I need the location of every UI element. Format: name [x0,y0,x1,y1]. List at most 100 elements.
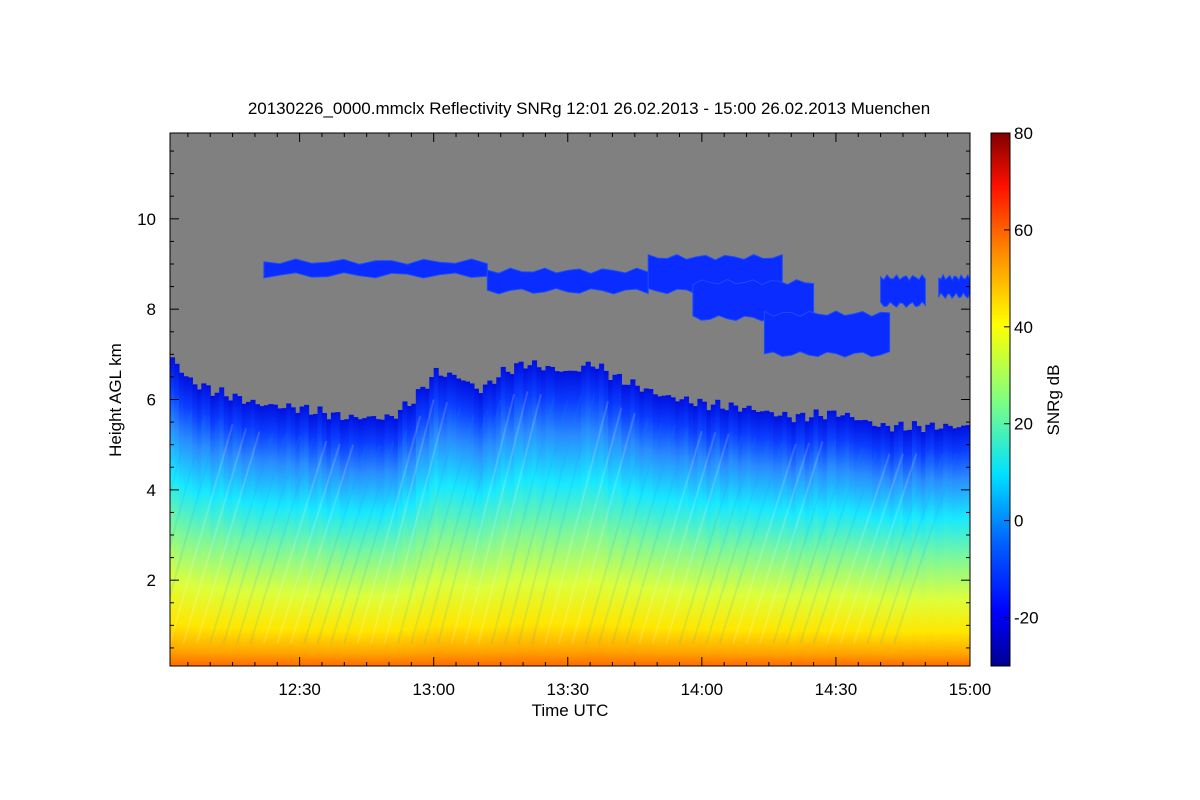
echo-column [826,410,833,666]
fall-streak [826,453,891,644]
echo-column [299,406,305,666]
echo-column [178,372,185,666]
echo-column [339,419,345,666]
echo-column [210,395,216,666]
echo-column [433,367,439,666]
echo-column [304,404,310,666]
echo-column [938,428,944,666]
echo-column [527,365,533,666]
echo-column [214,392,220,666]
echo-column [272,404,278,666]
echo-column [643,388,649,666]
fall-streak [772,439,837,644]
echo-column [607,379,614,666]
echo-column [366,416,372,666]
colorbar [990,132,1011,667]
echo-column [885,425,891,666]
echo-column [844,412,850,666]
fall-streak [758,441,824,644]
fall-streak [423,410,489,644]
x-axis-label: Time UTC [532,701,609,720]
echo-column [965,425,970,666]
echo-column [219,387,225,666]
upper-cloud-layer [486,267,649,295]
echo-column [438,375,444,666]
echo-column [201,383,207,666]
echo-column [415,389,421,666]
fall-streak [611,425,676,644]
echo-column [397,409,403,666]
x-tick-label: 14:30 [815,680,858,699]
echo-column [254,404,260,666]
y-axis: 2 4 6 8 10 [137,150,970,649]
fall-streak [732,443,797,644]
echo-column [804,421,810,666]
echo-column [388,415,395,666]
upper-cloud-layer [763,310,891,358]
echo-column [818,416,824,666]
y-tick-label: 4 [147,481,156,500]
fall-streak [584,418,650,644]
echo-column [670,397,676,666]
echo-column [675,401,681,666]
echo-column [540,370,547,666]
echo-column [630,379,636,666]
echo-column [170,357,176,666]
echo-column [621,384,627,666]
colorbar-tick-label: 0 [1014,512,1023,531]
echo-column [295,412,301,666]
fall-streak [638,430,703,644]
x-tick-label: 12:30 [278,680,321,699]
colorbar-tick-label: 80 [1014,124,1033,143]
colorbar-tick-label: 60 [1014,221,1033,240]
echo-column [858,420,864,666]
echo-column [536,367,542,666]
fall-streak [517,393,583,644]
echo-column [375,419,381,666]
echo-column [348,414,354,666]
echo-column [585,361,591,666]
echo-column [456,378,462,666]
echo-column [196,389,202,666]
echo-column [290,407,296,666]
y-tick-label: 8 [147,300,156,319]
echo-column [509,374,515,666]
echo-column [683,396,690,666]
echo-column [281,408,287,666]
echo-column [634,385,640,666]
echo-column [961,425,967,666]
echo-column [773,416,779,666]
fall-streak [893,453,958,644]
echo-column [192,384,198,666]
echo-column [317,406,323,666]
fall-streak [316,444,382,644]
fall-streak [170,420,221,600]
echo-column [545,365,551,666]
fall-streak [170,410,194,498]
echo-column [876,426,882,666]
echo-column [612,374,618,666]
echo-column [223,396,229,666]
echo-column [751,410,757,666]
y-axis-label: Height AGL km [106,343,125,457]
fall-streak [691,437,757,644]
fall-streak [370,399,435,644]
colorbar-axis: -20 0 20 40 60 80 [1004,124,1039,628]
echo-column [616,373,622,666]
fall-streak [879,453,945,644]
echo-column [286,403,292,666]
echo-column [228,400,234,666]
echo-column [710,404,716,666]
echo-column [764,410,770,666]
echo-column [532,360,538,666]
echo-column [835,416,841,666]
echo-column [232,393,238,666]
fall-streak [705,439,770,644]
echo-column [263,405,269,666]
echo-column [245,401,252,666]
fall-streak [396,406,462,644]
fall-streak [531,392,596,644]
echo-column [469,383,475,666]
fall-streak [544,401,609,644]
upper-cloud-layer [938,273,970,300]
